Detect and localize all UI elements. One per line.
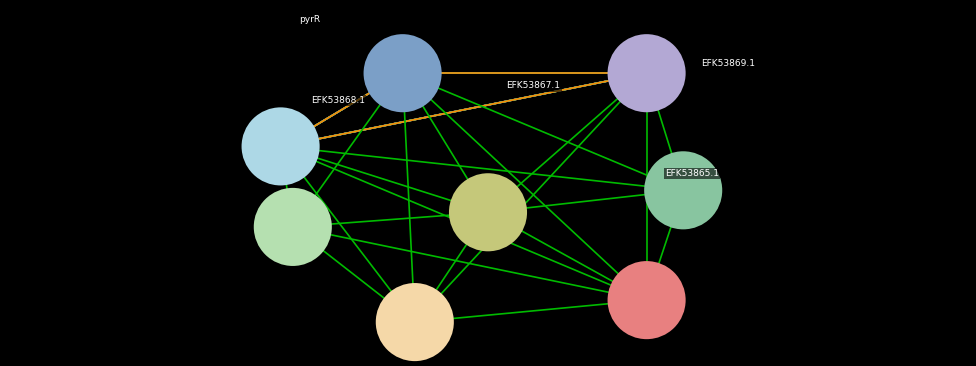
Ellipse shape: [607, 261, 685, 339]
Text: EFK53869.1: EFK53869.1: [702, 59, 755, 68]
Ellipse shape: [363, 34, 442, 112]
Ellipse shape: [242, 107, 320, 186]
Text: EFK53868.1: EFK53868.1: [311, 96, 365, 105]
Ellipse shape: [376, 283, 454, 361]
Ellipse shape: [449, 173, 527, 251]
Text: EFK53867.1: EFK53867.1: [507, 81, 560, 90]
Ellipse shape: [254, 188, 332, 266]
Text: pyrR: pyrR: [299, 15, 320, 25]
Text: EFK53865.1: EFK53865.1: [665, 169, 719, 178]
Ellipse shape: [644, 151, 722, 229]
Ellipse shape: [607, 34, 685, 112]
